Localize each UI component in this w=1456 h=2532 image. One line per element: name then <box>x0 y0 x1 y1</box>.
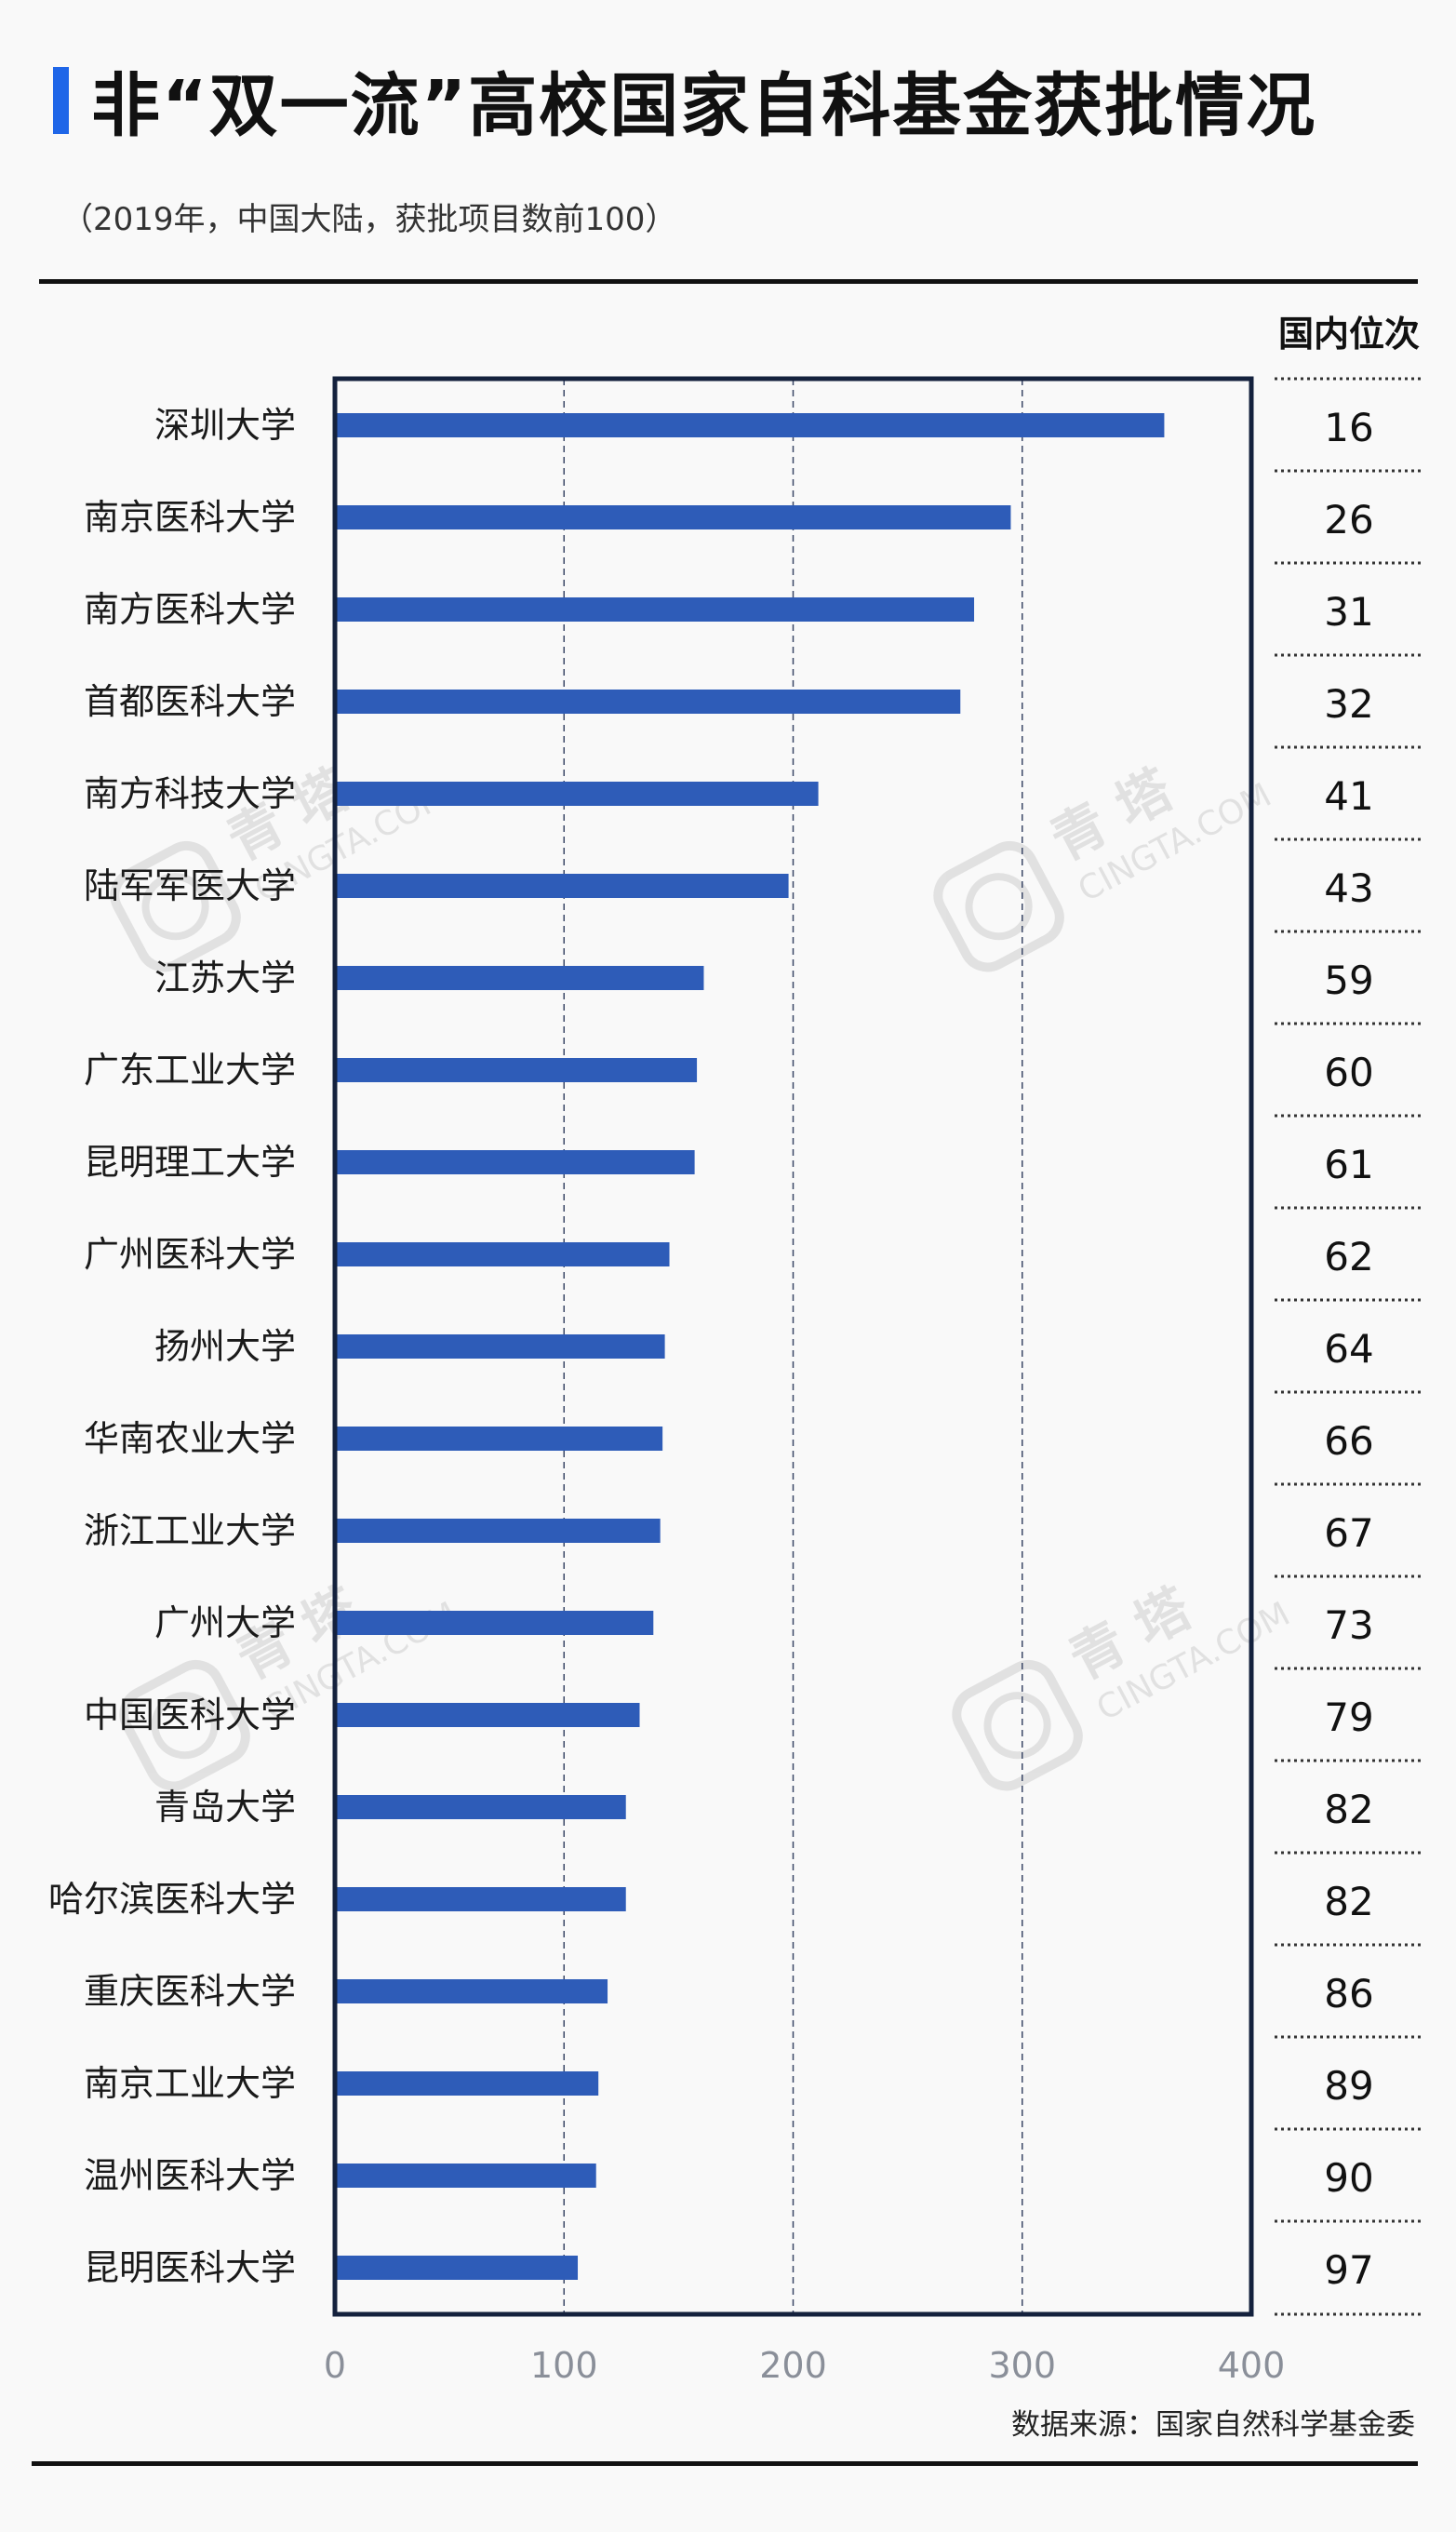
bar <box>335 782 819 806</box>
category-label: 昆明医科大学 <box>84 2247 296 2288</box>
category-label: 广州医科大学 <box>84 1234 296 1275</box>
rank-value: 64 <box>1324 1326 1373 1372</box>
rank-value: 31 <box>1324 589 1373 635</box>
rank-value: 61 <box>1324 1142 1373 1187</box>
bar <box>335 2256 579 2280</box>
bar-series <box>335 413 1165 2280</box>
category-label: 青岛大学 <box>154 1787 296 1828</box>
x-axis-ticks: 0 100 200 300 400 <box>324 2345 1285 2386</box>
rank-value: 26 <box>1324 497 1373 543</box>
category-label: 华南农业大学 <box>84 1418 296 1459</box>
bar <box>335 966 704 990</box>
rank-column-header: 国内位次 <box>1278 314 1420 355</box>
bar <box>335 1887 626 1911</box>
category-label: 江苏大学 <box>154 958 296 998</box>
bar <box>335 505 1011 529</box>
bar <box>335 1150 695 1174</box>
rank-value: 89 <box>1324 2063 1373 2109</box>
category-labels: 深圳大学南京医科大学南方医科大学首都医科大学南方科技大学陆军军医大学江苏大学广东… <box>48 405 296 2288</box>
category-label: 首都医科大学 <box>84 681 296 722</box>
category-label: 浙江工业大学 <box>84 1510 296 1551</box>
rank-value: 86 <box>1324 1971 1373 2016</box>
bar <box>335 597 975 622</box>
rank-value: 60 <box>1324 1050 1373 1095</box>
category-label: 温州医科大学 <box>84 2155 296 2196</box>
category-label: 扬州大学 <box>154 1326 296 1367</box>
category-label: 深圳大学 <box>154 405 296 446</box>
page-subtitle: （2019年，中国大陆，获批项目数前100） <box>61 201 677 238</box>
x-tick-label: 0 <box>324 2345 346 2386</box>
category-label: 哈尔滨医科大学 <box>48 1879 296 1920</box>
rank-value: 66 <box>1324 1418 1373 1464</box>
bar <box>335 1519 661 1543</box>
page-title: 非“双一流”高校国家自科基金获批情况 <box>91 66 1317 146</box>
rank-value: 41 <box>1324 773 1373 819</box>
bar <box>335 1979 608 2003</box>
rank-value: 67 <box>1324 1510 1373 1556</box>
bar <box>335 1611 654 1635</box>
rank-value: 82 <box>1324 1879 1373 1924</box>
plot-frame <box>332 376 1254 2317</box>
title-row: 非“双一流”高校国家自科基金获批情况 <box>53 56 1316 146</box>
category-label: 重庆医科大学 <box>84 1971 296 2012</box>
rank-value: 43 <box>1324 865 1373 911</box>
rank-value: 90 <box>1324 2155 1373 2201</box>
bar <box>335 1427 663 1451</box>
category-label: 广州大学 <box>154 1602 296 1643</box>
bar <box>335 874 789 898</box>
category-label: 陆军军医大学 <box>84 865 296 906</box>
rank-value: 62 <box>1324 1234 1373 1279</box>
top-divider <box>39 279 1418 284</box>
category-label: 南方科技大学 <box>84 773 296 814</box>
rank-value: 16 <box>1324 405 1373 450</box>
rank-value: 79 <box>1324 1695 1373 1740</box>
rank-value: 73 <box>1324 1602 1373 1648</box>
bar <box>335 1703 640 1727</box>
category-label: 南京医科大学 <box>84 497 296 538</box>
bar <box>335 1334 665 1359</box>
rank-column: 16 26 31 32 41 43 59 60 61 62 64 66 67 73 79 82 82 86 89 90… <box>1275 377 1422 2316</box>
bar <box>335 2164 596 2188</box>
bottom-divider <box>32 2461 1418 2466</box>
x-tick-label: 200 <box>759 2345 827 2386</box>
rank-value: 82 <box>1324 1787 1373 1832</box>
rank-value: 32 <box>1324 681 1373 727</box>
category-label: 南方医科大学 <box>84 589 296 630</box>
rank-value: 59 <box>1324 958 1373 1003</box>
category-label: 广东工业大学 <box>84 1050 296 1091</box>
rank-value: 97 <box>1324 2247 1373 2293</box>
bar <box>335 1795 626 1819</box>
bar <box>335 1242 670 1266</box>
x-tick-label: 300 <box>988 2345 1056 2386</box>
bar <box>335 690 961 714</box>
data-source-note: 数据来源：国家自然科学基金委 <box>1011 2408 1415 2442</box>
bar <box>335 1058 698 1082</box>
category-label: 南京工业大学 <box>84 2063 296 2104</box>
bar <box>335 413 1165 437</box>
category-label: 昆明理工大学 <box>84 1142 296 1183</box>
title-accent-bar <box>53 66 69 134</box>
category-label: 中国医科大学 <box>84 1695 296 1735</box>
bar <box>335 2071 599 2096</box>
x-tick-label: 400 <box>1218 2345 1286 2386</box>
x-tick-label: 100 <box>530 2345 598 2386</box>
